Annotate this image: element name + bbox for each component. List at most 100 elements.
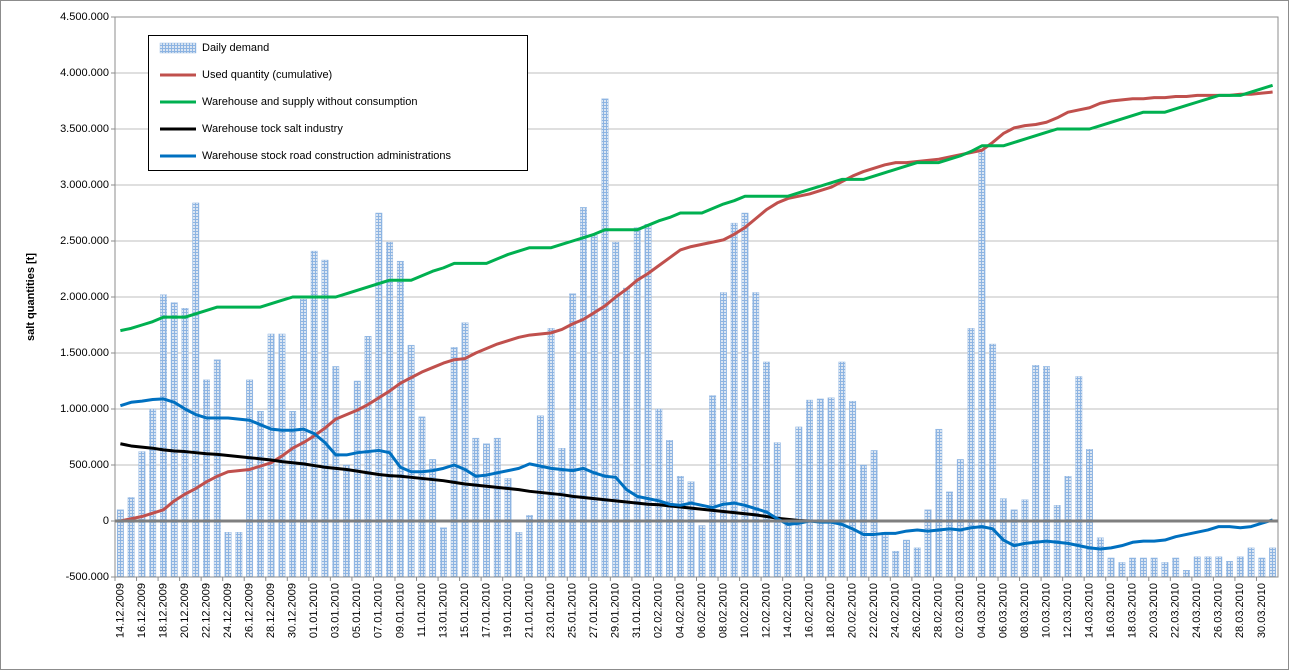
bar	[332, 366, 340, 578]
y-tick-label: 2.500.000	[60, 235, 109, 247]
x-tick-label: 22.03.2010	[1170, 583, 1182, 638]
x-tick-label: 09.01.2010	[394, 583, 406, 638]
x-tick-label: 20.03.2010	[1148, 583, 1160, 638]
bar	[892, 551, 900, 578]
x-tick-label: 30.12.2009	[287, 583, 299, 638]
bar	[913, 547, 921, 578]
line	[119, 397, 1274, 551]
bar	[719, 292, 727, 578]
bar	[816, 398, 824, 578]
bar	[1215, 556, 1223, 578]
bar	[1204, 556, 1212, 578]
x-tick-label: 24.03.2010	[1191, 583, 1203, 638]
bar	[504, 478, 512, 578]
bar	[827, 397, 835, 578]
bar	[1236, 556, 1244, 578]
bar	[1021, 499, 1029, 578]
y-tick-label: 3.000.000	[60, 179, 109, 191]
x-tick-label: 02.02.2010	[653, 583, 665, 638]
bar	[978, 150, 986, 578]
bar	[483, 443, 490, 578]
bar	[246, 379, 254, 578]
bar	[1139, 557, 1147, 578]
bar	[429, 459, 437, 578]
bar	[450, 347, 458, 578]
bar	[569, 293, 577, 578]
bar	[763, 361, 770, 578]
bar	[655, 408, 663, 578]
bar	[256, 411, 264, 578]
bar	[590, 235, 598, 578]
bar	[1258, 557, 1266, 578]
bar	[903, 539, 910, 578]
bar	[687, 481, 695, 578]
bar	[181, 308, 189, 578]
x-tick-label: 16.03.2010	[1105, 583, 1117, 638]
bar	[989, 343, 997, 578]
x-tick-label: 14.12.2009	[114, 583, 126, 638]
x-tick-label: 20.12.2009	[179, 583, 191, 638]
bar	[300, 299, 307, 578]
line	[120, 83, 1274, 333]
x-tick-label: 26.03.2010	[1213, 583, 1225, 638]
x-tick-label: 24.02.2010	[890, 583, 902, 638]
x-tick-label: 27.01.2010	[588, 583, 600, 638]
bar	[547, 328, 555, 578]
bar	[956, 459, 964, 578]
bar	[1193, 556, 1201, 578]
bar	[1043, 366, 1050, 578]
bar	[1150, 557, 1158, 578]
bar	[612, 241, 620, 578]
bar	[461, 322, 469, 578]
bar	[127, 497, 135, 578]
x-tick-label: 08.02.2010	[717, 583, 729, 638]
bar	[321, 259, 329, 578]
x-tick-label: 29.01.2010	[610, 583, 622, 638]
bar	[1161, 562, 1169, 578]
x-tick-label: 31.01.2010	[631, 583, 643, 638]
x-tick-label: 14.03.2010	[1083, 583, 1095, 638]
x-tick-label: 28.12.2009	[265, 583, 277, 638]
x-tick-label: 12.02.2010	[760, 583, 772, 638]
bar	[1247, 547, 1255, 578]
bar	[536, 415, 544, 578]
x-tick-label: 06.03.2010	[997, 583, 1009, 638]
bar	[515, 532, 523, 578]
bar	[870, 450, 878, 578]
bar	[1118, 562, 1126, 578]
x-tick-label: 16.12.2009	[136, 583, 148, 638]
x-tick-label: 25.01.2010	[567, 583, 579, 638]
x-tick-label: 10.03.2010	[1040, 583, 1052, 638]
x-tick-label: 05.01.2010	[351, 583, 363, 638]
bar	[493, 437, 501, 578]
x-tick-label: 18.03.2010	[1127, 583, 1139, 638]
axes: -500.000 0 500.000 1.000.000 1.500.000 2.000.…	[60, 11, 1279, 638]
x-tick-label: 08.03.2010	[1019, 583, 1031, 638]
x-tick-label: 26.12.2009	[244, 583, 256, 638]
x-tick-label: 28.03.2010	[1234, 583, 1246, 638]
x-tick-label: 28.02.2010	[933, 583, 945, 638]
x-tick-label: 17.01.2010	[480, 583, 492, 638]
bar	[267, 333, 275, 578]
bar	[784, 520, 792, 578]
bar	[1183, 570, 1190, 578]
bar	[730, 222, 738, 578]
bar	[1107, 557, 1115, 578]
bar	[364, 336, 372, 578]
x-tick-label: 12.03.2010	[1062, 583, 1074, 638]
bar	[623, 287, 630, 578]
x-tick-label: 22.02.2010	[868, 583, 880, 638]
bar	[170, 302, 178, 578]
y-tick-label: 3.500.000	[60, 123, 109, 135]
bar	[440, 527, 447, 578]
bar	[1032, 365, 1040, 578]
x-tick-label: 18.12.2009	[157, 583, 169, 638]
bar	[773, 442, 781, 578]
bar	[1172, 557, 1180, 578]
legend-box	[148, 35, 528, 171]
bar	[1269, 547, 1277, 578]
bar	[1086, 449, 1093, 578]
bar	[386, 241, 394, 578]
x-tick-label: 07.01.2010	[373, 583, 385, 638]
